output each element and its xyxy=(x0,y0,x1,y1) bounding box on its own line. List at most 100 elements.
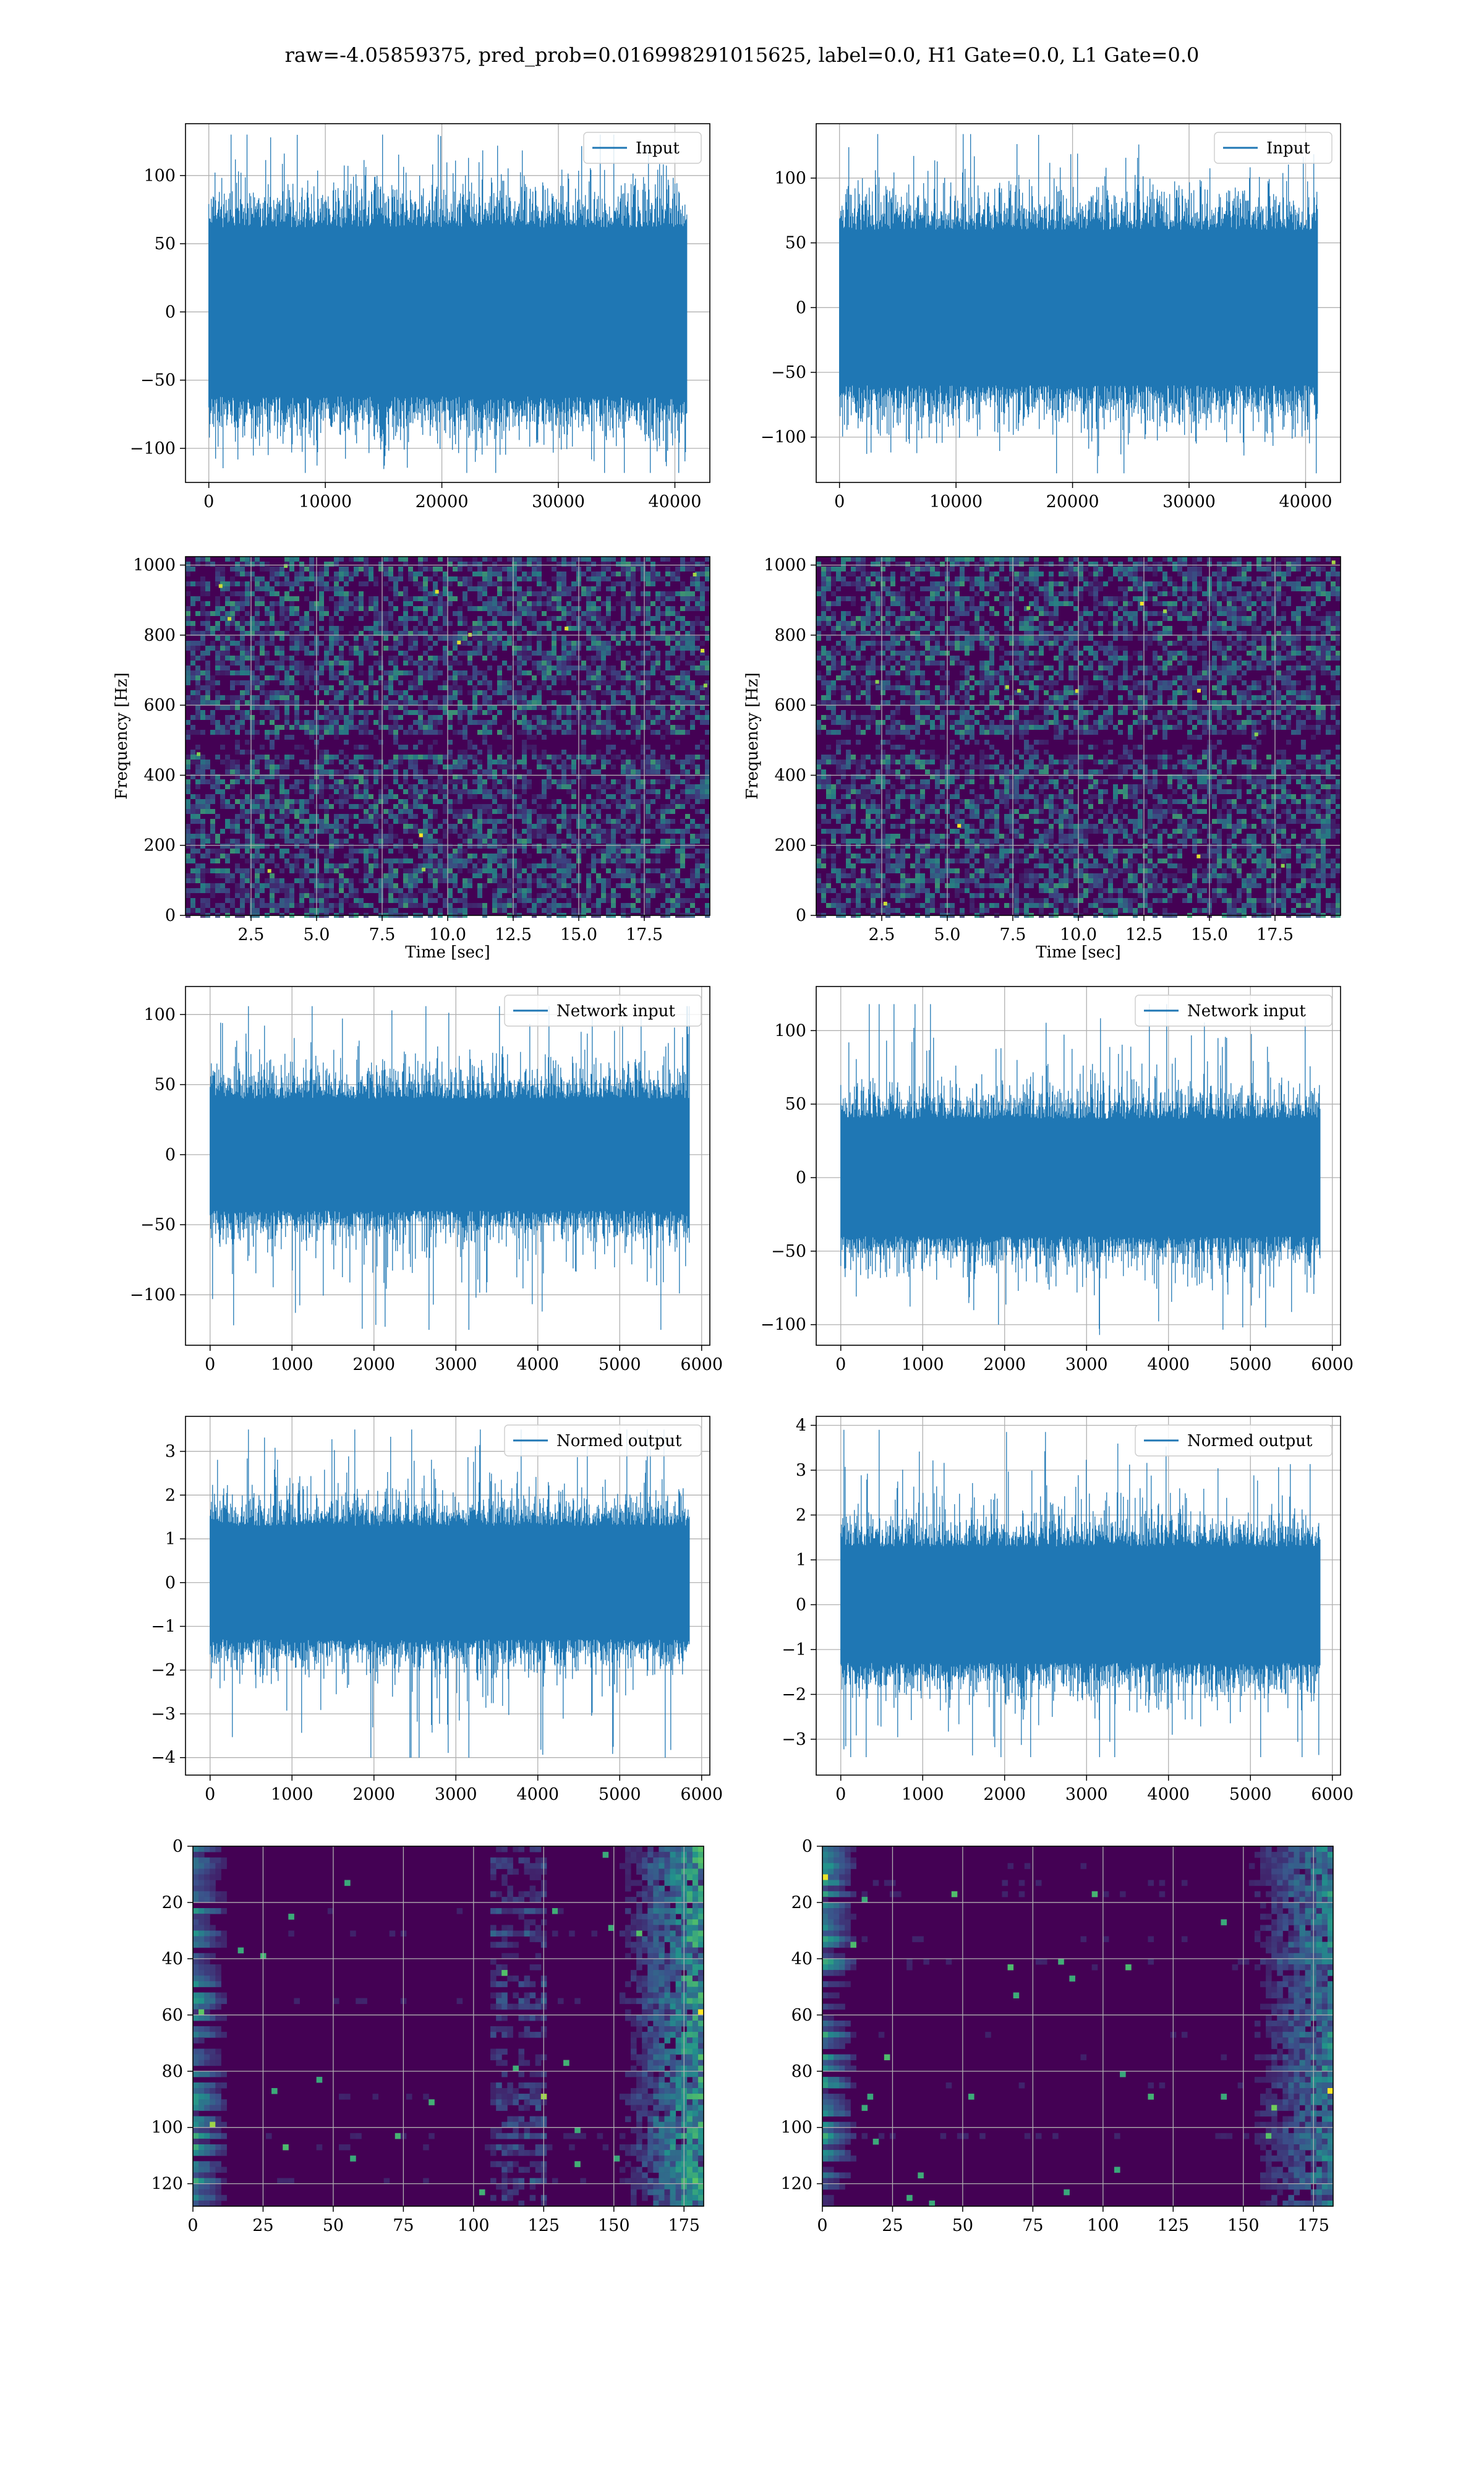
axes-frame xyxy=(822,1846,1334,2207)
legend-label: Input xyxy=(636,139,680,158)
x-tick-label: 100 xyxy=(458,2216,490,2235)
y-tick-label: −3 xyxy=(151,1705,176,1724)
y-tick-label: 40 xyxy=(791,1950,812,1969)
legend-box xyxy=(1214,132,1333,164)
x-tick-label: 15.0 xyxy=(1191,925,1228,944)
y-tick-label: 60 xyxy=(791,2006,812,2025)
y-tick-label: 1 xyxy=(165,1530,176,1549)
grid-lines xyxy=(186,557,710,916)
x-tick-label: 1000 xyxy=(902,1785,944,1804)
x-tick-label: 0 xyxy=(835,1355,846,1374)
x-tick-label: 5.0 xyxy=(934,925,961,944)
legend-label: Network input xyxy=(1187,1002,1306,1021)
x-tick-label: 12.5 xyxy=(1125,925,1162,944)
x-tick-label: 5.0 xyxy=(304,925,330,944)
x-tick-label: 10.0 xyxy=(1060,925,1097,944)
x-tick-label: 4000 xyxy=(516,1785,559,1804)
x-tick-label: 175 xyxy=(668,2216,700,2235)
y-tick-label: 0 xyxy=(165,302,176,322)
y-tick-label: 50 xyxy=(155,234,176,254)
x-tick-label: 40000 xyxy=(1279,492,1333,511)
y-tick-label: 0 xyxy=(165,1145,176,1165)
y-tick-label: 3 xyxy=(165,1442,176,1462)
panel-input-left: 0 10000 20000 30000 40000 −100 −50 0 50 100 Input xyxy=(130,123,710,511)
y-tick-label: −4 xyxy=(151,1748,176,1768)
y-tick-label: −2 xyxy=(782,1685,806,1705)
axes-frame xyxy=(816,123,1341,483)
x-axis-label: Time [sec] xyxy=(1036,943,1121,962)
y-tick-label: 50 xyxy=(155,1076,176,1095)
panel-features-left: 0 25 50 75 100 125 150 175 0 20 40 60 80 100 120 xyxy=(151,1837,704,2235)
x-tick-label: 3000 xyxy=(435,1355,477,1374)
y-tick-label: 100 xyxy=(774,169,806,188)
y-tick-label: 120 xyxy=(780,2175,812,2194)
y-tick-label: −3 xyxy=(782,1730,806,1749)
y-tick-label: −50 xyxy=(771,363,806,382)
x-tick-label: 10.0 xyxy=(429,925,466,944)
x-tick-label: 0 xyxy=(205,1355,215,1374)
x-tick-label: 2.5 xyxy=(869,925,895,944)
y-tick-label: 800 xyxy=(143,626,176,645)
y-tick-label: 800 xyxy=(774,626,806,645)
x-tick-label: 3000 xyxy=(1065,1785,1108,1804)
legend: Network input xyxy=(504,995,702,1027)
panel-normed-output-left: 0 1000 2000 3000 4000 5000 6000 −4 −3 −2 −1 0 1 2 3 Nor… xyxy=(151,1416,723,1804)
legend-box xyxy=(1135,995,1333,1027)
panel-input-right: 0 10000 20000 30000 40000 −100 −50 0 50 100 Input xyxy=(761,123,1341,511)
x-tick-label: 75 xyxy=(1022,2216,1043,2235)
y-tick-label: 60 xyxy=(162,2006,183,2025)
legend-box xyxy=(583,132,702,164)
x-tick-label: 175 xyxy=(1297,2216,1329,2235)
x-tick-label: 40000 xyxy=(649,492,702,511)
y-tick-label: 200 xyxy=(774,836,806,855)
x-tick-label: 6000 xyxy=(680,1785,723,1804)
x-tick-label: 1000 xyxy=(271,1785,313,1804)
x-tick-label: 17.5 xyxy=(1256,925,1294,944)
y-tick-label: 200 xyxy=(143,836,176,855)
x-tick-label: 12.5 xyxy=(495,925,532,944)
x-tick-label: 2000 xyxy=(983,1355,1026,1374)
y-tick-label: 1 xyxy=(796,1551,806,1570)
x-tick-label: 75 xyxy=(393,2216,414,2235)
axes-frame xyxy=(185,986,710,1346)
y-tick-label: 400 xyxy=(143,766,176,785)
y-tick-label: −100 xyxy=(130,439,176,458)
x-tick-label: 2000 xyxy=(352,1355,395,1374)
y-tick-label: 100 xyxy=(143,1005,176,1024)
y-tick-label: 2 xyxy=(165,1486,176,1505)
y-tick-label: −100 xyxy=(130,1285,176,1304)
x-tick-label: 30000 xyxy=(1162,492,1216,511)
x-tick-label: 2000 xyxy=(352,1785,395,1804)
signal-trace xyxy=(840,1004,1321,1335)
x-tick-label: 4000 xyxy=(1147,1355,1190,1374)
x-tick-label: 5000 xyxy=(1229,1785,1272,1804)
y-tick-label: −1 xyxy=(782,1640,806,1659)
y-tick-label: 0 xyxy=(796,298,806,317)
x-tick-label: 0 xyxy=(205,1785,215,1804)
y-axis-label: Frequency [Hz] xyxy=(743,672,762,800)
x-tick-label: 5000 xyxy=(599,1785,641,1804)
signal-trace xyxy=(210,1429,690,1758)
y-tick-label: 4 xyxy=(796,1416,806,1436)
y-tick-label: −50 xyxy=(140,371,176,390)
y-tick-label: 1000 xyxy=(133,556,176,575)
x-tick-label: 0 xyxy=(835,1785,846,1804)
panel-spectrogram-right: 2.5 5.0 7.5 10.0 12.5 15.0 17.5 0 200 400 600 800 10… xyxy=(743,556,1341,962)
axes-frame xyxy=(816,1416,1341,1776)
axes-frame xyxy=(192,1846,704,2207)
panel-normed-output-right: 0 1000 2000 3000 4000 5000 6000 −3 −2 −1 0 1 2 3 4 Norm… xyxy=(782,1416,1354,1804)
spectrogram-cells xyxy=(816,557,1341,918)
y-tick-label: −50 xyxy=(140,1215,176,1235)
y-tick-label: 0 xyxy=(165,906,176,925)
signal-trace xyxy=(208,134,688,473)
x-tick-label: 1000 xyxy=(902,1355,944,1374)
y-axis-label: Frequency [Hz] xyxy=(113,672,131,800)
legend: Network input xyxy=(1135,995,1333,1027)
x-tick-label: 5000 xyxy=(1229,1355,1272,1374)
x-tick-label: 6000 xyxy=(1311,1355,1354,1374)
legend-label: Network input xyxy=(556,1002,675,1021)
y-tick-label: 50 xyxy=(785,234,806,253)
y-tick-label: −1 xyxy=(151,1617,176,1637)
x-tick-label: 0 xyxy=(203,492,214,511)
